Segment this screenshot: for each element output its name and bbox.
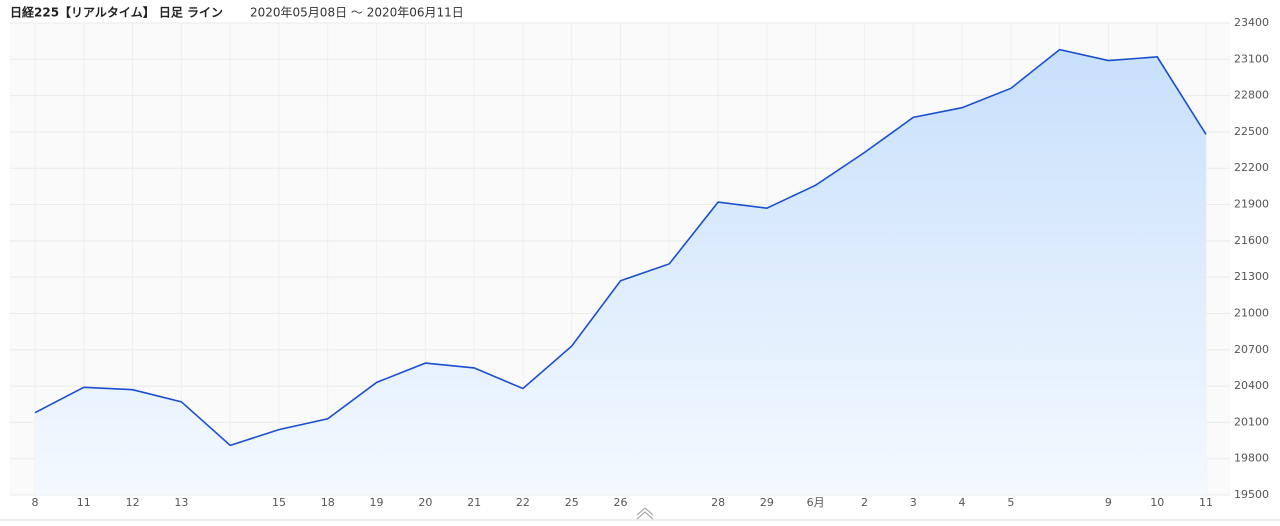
x-tick-label: 4 [959,496,966,509]
y-tick-label: 19800 [1234,452,1269,465]
y-tick-label: 23100 [1234,52,1269,65]
x-tick-label: 11 [1199,496,1213,509]
x-tick-label: 12 [126,496,140,509]
y-tick-label: 20400 [1234,379,1269,392]
x-tick-label: 19 [370,496,384,509]
x-tick-label: 8 [32,496,39,509]
y-tick-label: 21900 [1234,198,1269,211]
area-fill [35,49,1206,495]
x-tick-label: 20 [418,496,432,509]
y-tick-label: 22800 [1234,89,1269,102]
chart-title: 日経225【リアルタイム】 日足 ライン [10,5,223,20]
x-tick-label: 26 [614,496,628,509]
x-tick-label: 18 [321,496,335,509]
x-tick-label: 5 [1007,496,1014,509]
y-tick-label: 22200 [1234,161,1269,174]
line [34,48,1207,447]
x-tick-label: 3 [910,496,917,509]
chart-subtitle: 2020年05月08日 ～ 2020年06月11日 [250,6,464,20]
y-tick-label: 20100 [1234,415,1269,428]
x-tick-label: 2 [861,496,868,509]
x-tick-label: 25 [565,496,579,509]
x-tick-label: 21 [467,496,481,509]
x-tick-label: 22 [516,496,530,509]
x-tick-label: 10 [1150,496,1164,509]
x-tick-label: 29 [760,496,774,509]
x-tick-label: 11 [77,496,91,509]
x-tick-label: 15 [272,496,286,509]
x-tick-label: 6月 [807,496,825,509]
x-tick-label: 28 [711,496,725,509]
x-tick-label: 13 [174,496,188,509]
y-tick-label: 22500 [1234,125,1269,138]
y-tick-label: 21300 [1234,270,1269,283]
y-tick-label: 20700 [1234,343,1269,356]
y-tick-label: 19500 [1234,488,1269,501]
y-tick-label: 21000 [1234,306,1269,319]
y-tick-label: 21600 [1234,234,1269,247]
x-tick-label: 9 [1105,496,1112,509]
y-tick-label: 23400 [1234,16,1269,29]
scroll-up-icon[interactable] [636,507,654,520]
